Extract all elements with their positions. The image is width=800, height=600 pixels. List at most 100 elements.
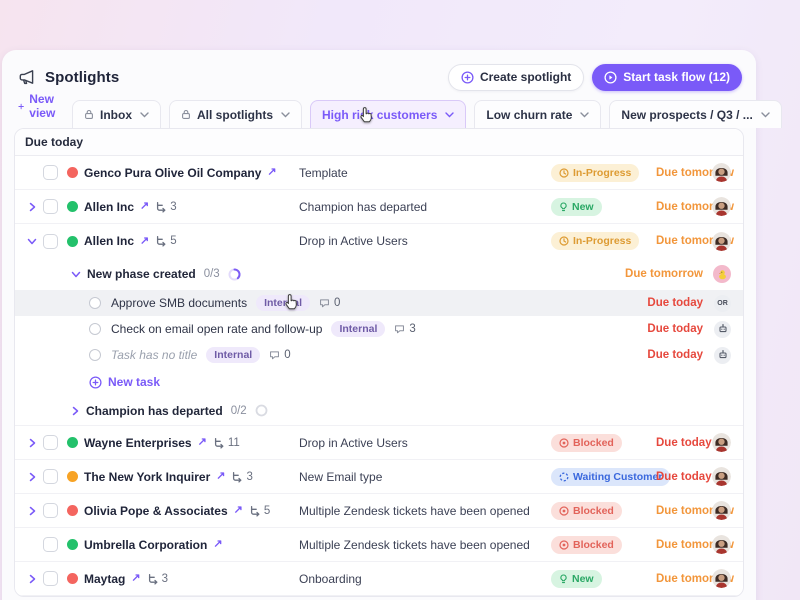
task-checkbox[interactable] — [89, 323, 101, 335]
table-row[interactable]: Allen Inc ↗ 3 Champion has departed New … — [15, 190, 743, 224]
table-row[interactable]: Olivia Pope & Associates ↗ 5 Multiple Ze… — [15, 494, 743, 528]
due-date: Due today — [647, 323, 703, 335]
page-title: Spotlights — [45, 68, 120, 86]
tab-high-risk-customers[interactable]: High risk customers — [310, 100, 467, 128]
assignee-avatar — [712, 163, 731, 182]
spotlight-type: Drop in Active Users — [299, 435, 408, 450]
company-name: Allen Inc — [84, 199, 135, 214]
due-date: Due tomorrow — [656, 504, 734, 517]
table-row[interactable]: Maytag ↗ 3 Onboarding New Due tomorrow — [15, 562, 743, 596]
table-row[interactable]: Umbrella Corporation ↗ Multiple Zendesk … — [15, 528, 743, 562]
chevron-right-icon[interactable] — [71, 406, 80, 416]
health-dot — [67, 505, 78, 516]
subtask-row[interactable]: Approve SMB documents Internal 0 Due tod… — [15, 290, 743, 316]
robot-icon — [718, 349, 727, 359]
branch-icon — [148, 573, 158, 585]
open-link-icon[interactable]: ↗ — [267, 166, 277, 178]
branch-icon — [157, 201, 166, 213]
duck-icon — [718, 269, 726, 279]
new-view-button[interactable]: New view — [16, 92, 64, 128]
spotlight-type: Multiple Zendesk tickets have been opene… — [299, 537, 530, 552]
task-checkbox[interactable] — [89, 297, 101, 309]
chevron-down-icon[interactable] — [27, 237, 37, 246]
task-checkbox[interactable] — [89, 349, 101, 361]
due-date: Due tomorrow — [656, 166, 734, 179]
task-group-row[interactable]: Champion has departed 0/2 — [15, 396, 743, 426]
assignee-avatar-bot — [714, 346, 731, 364]
chevron-right-icon[interactable] — [28, 202, 37, 212]
assignee-avatar — [712, 535, 731, 554]
health-dot — [67, 539, 78, 550]
open-link-icon[interactable]: ↗ — [140, 234, 150, 247]
status-badge: Blocked — [551, 433, 622, 452]
new-task-row: New task — [15, 368, 743, 396]
open-link-icon[interactable]: ↗ — [197, 436, 207, 448]
open-link-icon[interactable]: ↗ — [131, 572, 141, 584]
health-dot — [67, 235, 78, 247]
assignee-avatar-initials: OR — [714, 294, 731, 312]
task-title: Task has no title — [111, 348, 198, 362]
chevron-down-icon — [761, 111, 770, 117]
status-badge: Waiting Customer — [551, 467, 671, 486]
chevron-right-icon[interactable] — [28, 438, 37, 448]
start-task-flow-button[interactable]: Start task flow (12) — [592, 63, 742, 91]
row-checkbox[interactable] — [43, 537, 58, 552]
row-checkbox[interactable] — [43, 233, 58, 249]
open-link-icon[interactable]: ↗ — [213, 538, 223, 550]
health-dot — [67, 471, 78, 482]
open-link-icon[interactable]: ↗ — [216, 470, 226, 482]
tab-low-churn-rate[interactable]: Low churn rate — [474, 100, 602, 128]
chevron-down-icon[interactable] — [71, 270, 81, 279]
tab-label: New prospects / Q3 / ... — [621, 107, 753, 122]
create-spotlight-button[interactable]: Create spotlight — [447, 63, 585, 91]
new-task-label: New task — [108, 375, 161, 389]
due-date: Due tomorrow — [656, 200, 734, 213]
row-checkbox[interactable] — [43, 199, 58, 214]
due-date: Due tomorrow — [656, 235, 734, 247]
lightbulb-icon — [560, 573, 567, 583]
row-checkbox[interactable] — [43, 503, 58, 518]
assignee-avatar-duck — [713, 265, 731, 283]
assignee-avatar — [712, 569, 731, 588]
open-link-icon[interactable]: ↗ — [233, 504, 243, 516]
subtask-count: 3 — [231, 471, 253, 483]
status-badge: New — [551, 197, 602, 216]
comment-count: 0 — [269, 349, 291, 361]
table-row[interactable]: Wayne Enterprises ↗ 11 Drop in Active Us… — [15, 426, 743, 460]
assignee-avatar — [712, 501, 731, 520]
row-checkbox[interactable] — [43, 165, 58, 180]
status-badge: Blocked — [551, 501, 622, 520]
comment-count: 3 — [394, 323, 416, 335]
branch-icon — [233, 471, 242, 483]
row-checkbox[interactable] — [43, 571, 58, 586]
internal-badge: Internal — [206, 347, 261, 363]
tab-new-prospects[interactable]: New prospects / Q3 / ... — [609, 100, 782, 128]
tab-inbox[interactable]: Inbox — [72, 100, 162, 128]
chevron-right-icon[interactable] — [28, 574, 37, 584]
branch-icon — [157, 235, 166, 247]
company-name: Maytag — [84, 571, 126, 586]
row-checkbox[interactable] — [43, 469, 58, 484]
due-date: Due tomorrow — [625, 268, 703, 280]
open-link-icon[interactable]: ↗ — [140, 200, 150, 212]
row-checkbox[interactable] — [43, 435, 58, 450]
health-dot — [67, 167, 78, 178]
table-row[interactable]: Genco Pura Olive Oil Company ↗ Template … — [15, 156, 743, 190]
table-row[interactable]: The New York Inquirer ↗ 3 New Email type… — [15, 460, 743, 494]
tab-label: Low churn rate — [486, 107, 573, 122]
comment-count: 0 — [319, 297, 340, 309]
chevron-down-icon — [281, 111, 290, 117]
tab-all-spotlights[interactable]: All spotlights — [169, 100, 303, 128]
due-date: Due today — [647, 297, 703, 309]
company-name: Genco Pura Olive Oil Company — [84, 165, 262, 180]
lock-icon — [85, 109, 93, 119]
new-task-button[interactable]: New task — [89, 375, 160, 389]
chevron-right-icon[interactable] — [28, 506, 37, 516]
assignee-avatar — [712, 232, 731, 251]
table-row-expanded[interactable]: Allen Inc ↗ 5 Drop in Active Users In-Pr… — [15, 224, 743, 258]
chevron-right-icon[interactable] — [28, 472, 37, 482]
subtask-row[interactable]: Task has no title Internal 0 Due today — [15, 342, 743, 368]
subtask-row[interactable]: Check on email open rate and follow-up I… — [15, 316, 743, 342]
assignee-avatar — [712, 197, 731, 216]
task-group-row[interactable]: New phase created 0/3 Due tomorrow — [15, 258, 743, 290]
